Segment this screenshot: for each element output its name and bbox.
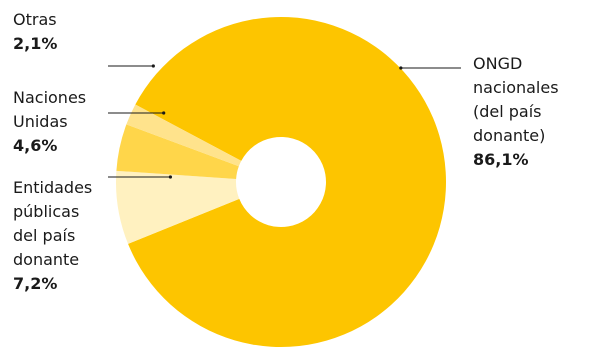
slice-label-value: 4,6% (13, 136, 58, 155)
slice-otras (126, 104, 242, 167)
leader-line-otras-dot (151, 64, 155, 68)
slice-naciones-unidas (116, 124, 239, 179)
leader-line-entidades-dot (168, 175, 173, 179)
slice-label-value: 2,1% (13, 34, 58, 53)
slice-label-ongd-nacionales: ONGD nacionales (del país donante) 86,1% (473, 52, 559, 172)
slice-label-name: Entidades públicas del país donante (13, 178, 93, 269)
slice-label-name: Naciones Unidas (13, 88, 87, 131)
slice-label-naciones-unidas: Naciones Unidas 4,6% (13, 86, 86, 158)
slice-ongd-nacionales (128, 16, 446, 348)
leader-lines (108, 64, 461, 179)
slice-label-value: 7,2% (13, 274, 58, 293)
slice-label-name: ONGD nacionales (del país donante) (473, 54, 559, 145)
donut-slices (116, 16, 446, 348)
slice-label-entidades-publicas: Entidades públicas del país donante 7,2% (13, 176, 92, 296)
slice-entidades-publicas (116, 170, 240, 244)
leader-line-naciones-unidas-dot (162, 111, 166, 115)
slice-label-value: 86,1% (473, 150, 529, 169)
leader-line-ongd-dot (399, 66, 403, 70)
slice-label-otras: Otras 2,1% (13, 8, 57, 56)
slice-label-name: Otras (13, 10, 57, 29)
